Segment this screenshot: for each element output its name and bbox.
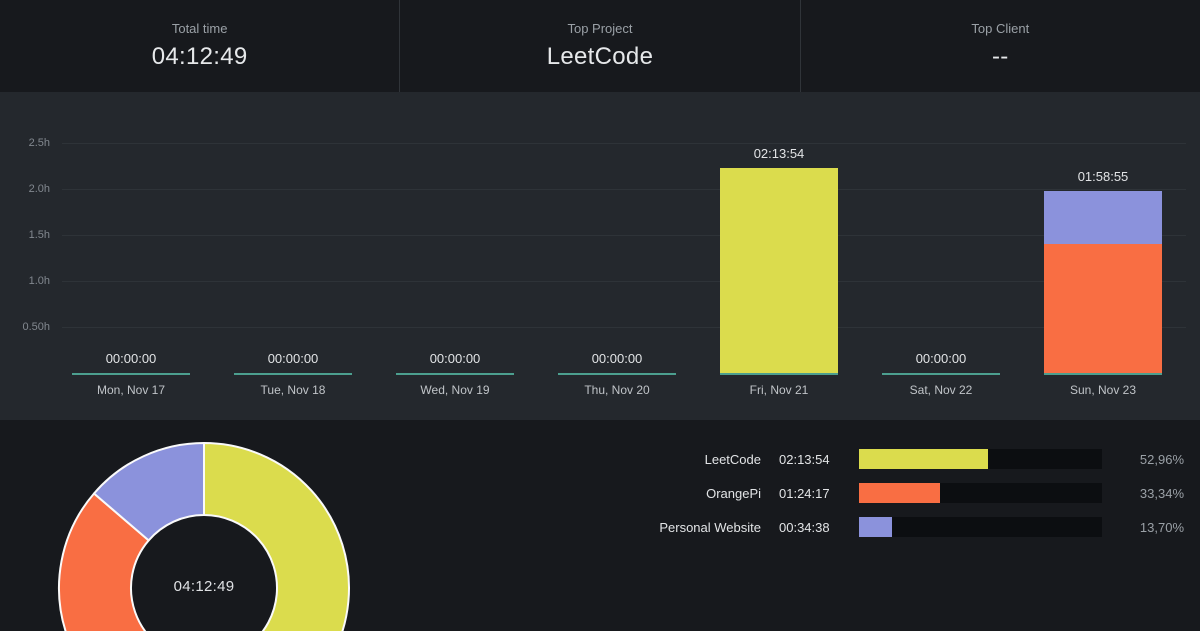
donut-chart bbox=[58, 442, 350, 631]
day-column: 00:00:00 Thu, Nov 20 bbox=[536, 92, 698, 420]
gridline bbox=[62, 189, 1186, 190]
baseline-tick bbox=[72, 373, 190, 375]
day-label: Sat, Nov 22 bbox=[909, 383, 973, 397]
day-label: Sun, Nov 23 bbox=[1069, 383, 1137, 397]
stat-top-project: Top Project LeetCode bbox=[399, 0, 799, 92]
bar-segment-leetcode[interactable] bbox=[720, 168, 838, 373]
baseline-tick bbox=[1044, 373, 1162, 375]
bar-value-label: 00:00:00 bbox=[915, 351, 967, 366]
gridline bbox=[62, 327, 1186, 328]
stat-label: Top Client bbox=[971, 21, 1030, 36]
project-time: 00:34:38 bbox=[779, 519, 830, 535]
project-percent: 52,96% bbox=[1139, 451, 1184, 467]
percent-bar-fill bbox=[859, 517, 893, 537]
weekly-bar-chart: 2.5h 2.0h 1.5h 1.0h 0.50h 00:00:00 Mon, Nov 17… bbox=[0, 92, 1200, 420]
stat-label: Total time bbox=[171, 21, 228, 36]
y-axis-tick: 1.0h bbox=[28, 275, 50, 287]
stat-value: LeetCode bbox=[546, 43, 654, 70]
project-percent: 33,34% bbox=[1139, 485, 1184, 501]
donut-total-label: 04:12:49 bbox=[173, 578, 235, 595]
day-label: Tue, Nov 18 bbox=[260, 383, 326, 397]
legend-row-personal-website[interactable]: Personal Website 00:34:38 13,70% bbox=[611, 513, 1184, 541]
percent-bar-track bbox=[859, 449, 1102, 469]
day-column: 00:00:00 Tue, Nov 18 bbox=[212, 92, 374, 420]
project-breakdown: 04:12:49 LeetCode 02:13:54 52,96% OrangePi 0… bbox=[0, 420, 1200, 631]
day-column: 02:13:54 Fri, Nov 21 bbox=[698, 92, 860, 420]
project-name: LeetCode bbox=[704, 451, 761, 467]
day-column: 00:00:00 Sat, Nov 22 bbox=[860, 92, 1022, 420]
bar-value-label: 00:00:00 bbox=[591, 351, 643, 366]
bar-value-label: 00:00:00 bbox=[105, 351, 157, 366]
baseline-tick bbox=[720, 373, 838, 375]
baseline-tick bbox=[558, 373, 676, 375]
project-percent: 13,70% bbox=[1139, 519, 1184, 535]
project-time: 02:13:54 bbox=[779, 451, 830, 467]
bar-segment-orangepi[interactable] bbox=[1044, 244, 1162, 373]
y-axis-tick: 2.0h bbox=[28, 183, 50, 195]
project-legend: LeetCode 02:13:54 52,96% OrangePi 01:24:17 33… bbox=[611, 445, 1184, 547]
percent-bar-track bbox=[859, 517, 1102, 537]
baseline-tick bbox=[882, 373, 1000, 375]
gridline bbox=[62, 235, 1186, 236]
day-label: Mon, Nov 17 bbox=[96, 383, 166, 397]
bar-value-label: 01:58:55 bbox=[1077, 169, 1129, 184]
bar-value-label: 00:00:00 bbox=[267, 351, 319, 366]
baseline-tick bbox=[234, 373, 352, 375]
y-axis-tick: 2.5h bbox=[28, 137, 50, 149]
percent-bar-fill bbox=[859, 483, 941, 503]
percent-bar-track bbox=[859, 483, 1102, 503]
percent-bar-fill bbox=[859, 449, 988, 469]
day-column: 01:58:55 Sun, Nov 23 bbox=[1022, 92, 1184, 420]
legend-row-leetcode[interactable]: LeetCode 02:13:54 52,96% bbox=[611, 445, 1184, 473]
day-column: 00:00:00 Mon, Nov 17 bbox=[50, 92, 212, 420]
day-label: Fri, Nov 21 bbox=[749, 383, 809, 397]
day-label: Wed, Nov 19 bbox=[420, 383, 490, 397]
stat-label: Top Project bbox=[567, 21, 633, 36]
baseline-tick bbox=[396, 373, 514, 375]
donut-slice-leetcode[interactable] bbox=[177, 442, 350, 631]
day-column: 00:00:00 Wed, Nov 19 bbox=[374, 92, 536, 420]
bar-segment-personal-website[interactable] bbox=[1044, 191, 1162, 244]
legend-row-orangepi[interactable]: OrangePi 01:24:17 33,34% bbox=[611, 479, 1184, 507]
project-name: OrangePi bbox=[706, 485, 761, 501]
project-time: 01:24:17 bbox=[779, 485, 830, 501]
summary-header: Total time 04:12:49 Top Project LeetCode… bbox=[0, 0, 1200, 92]
gridline bbox=[62, 281, 1186, 282]
y-axis-tick: 1.5h bbox=[28, 229, 50, 241]
gridline bbox=[62, 143, 1186, 144]
stat-value: 04:12:49 bbox=[151, 43, 248, 70]
donut-slice-personal-website[interactable] bbox=[93, 442, 205, 542]
donut-slice-orangepi[interactable] bbox=[58, 492, 191, 631]
stat-top-client: Top Client -- bbox=[799, 0, 1200, 92]
stat-total-time: Total time 04:12:49 bbox=[0, 0, 399, 92]
day-label: Thu, Nov 20 bbox=[584, 383, 650, 397]
bar-value-label: 00:00:00 bbox=[429, 351, 481, 366]
y-axis-tick: 0.50h bbox=[22, 321, 50, 333]
project-name: Personal Website bbox=[659, 519, 761, 535]
stat-value: -- bbox=[992, 43, 1009, 70]
bar-value-label: 02:13:54 bbox=[753, 146, 805, 161]
